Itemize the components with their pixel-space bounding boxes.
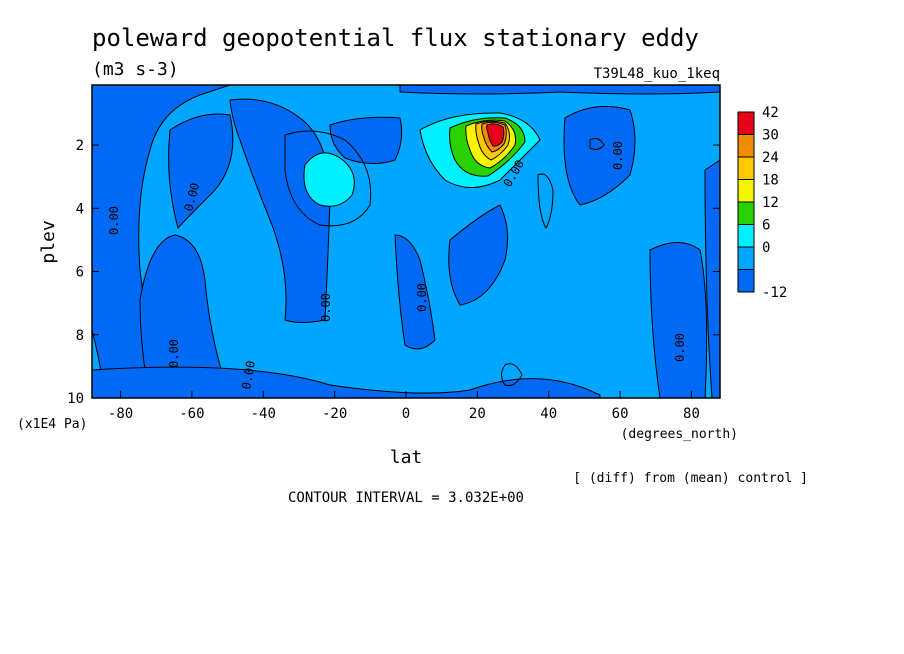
y-tick-label: 2 [76, 138, 84, 154]
contour-label: 0.00 [611, 141, 625, 170]
colorbar-label: 18 [762, 173, 779, 189]
colorbar-label: 12 [762, 195, 779, 211]
pos-region-sh-inner [284, 130, 372, 227]
colorbar-swatch [737, 269, 755, 293]
diff-note: [ (diff) from (mean) control ] [573, 471, 808, 486]
colorbar-swatch [737, 224, 755, 248]
run-label: T39L48_kuo_1keq [594, 66, 720, 82]
neg-region-top-strip [399, 84, 721, 95]
contour-label: 0.00 [319, 293, 333, 322]
colorbar-label: 30 [762, 128, 779, 144]
contour-interval: CONTOUR INTERVAL = 3.032E+00 [288, 490, 524, 506]
contour-label: 0.00 [107, 206, 121, 235]
contour-label: 0.00 [415, 283, 429, 312]
contour-line [537, 173, 554, 230]
contour-line [589, 137, 605, 150]
neg-region-ne [649, 242, 708, 399]
colorbar-label: 24 [762, 150, 779, 166]
x-tick-label: 80 [683, 406, 700, 422]
x-tick-label: -80 [108, 406, 133, 422]
pos-nh-level-42 [486, 123, 505, 147]
neg-region-east [563, 105, 636, 206]
x-tick-label: 20 [469, 406, 486, 422]
colorbar-label: 6 [762, 218, 770, 234]
y-tick-label: 6 [76, 265, 84, 281]
plot-area: 0.00 0.00 0.00 0.00 0.00 0.00 0.00 0.00 … [91, 84, 721, 399]
colorbar-swatch [737, 111, 755, 135]
contour-label: 0.00 [167, 339, 181, 368]
neg-region-bottom [91, 366, 601, 399]
colorbar-swatch [737, 179, 755, 203]
y-axis-label: plev [38, 220, 59, 263]
colorbar-label: 42 [762, 105, 779, 121]
y-axis-unit: (x1E4 Pa) [17, 417, 87, 432]
colorbar-label: -12 [762, 285, 787, 301]
y-tick-label: 4 [76, 201, 84, 217]
x-axis-unit: (degrees_north) [621, 427, 738, 442]
chart-title: poleward geopotential flux stationary ed… [92, 24, 699, 52]
neg-region-nh-mid [448, 204, 509, 306]
x-tick-label: 40 [540, 406, 557, 422]
neg-region-upper-center [329, 116, 403, 164]
y-tick-label: 10 [67, 391, 84, 407]
colorbar-swatch [737, 134, 755, 158]
y-axis-ticks: 2 4 6 8 10 [67, 138, 720, 407]
colorbar-swatch [737, 246, 755, 270]
colorbar-swatch [737, 156, 755, 180]
x-axis-label: lat [390, 447, 423, 468]
contour-label: 0.00 [673, 333, 687, 362]
neg-region-far-east [704, 159, 721, 399]
x-tick-label: 0 [402, 406, 410, 422]
colorbar-label: 0 [762, 240, 770, 256]
colorbar: 42 30 24 18 12 6 0 -12 [737, 105, 787, 301]
y-tick-label: 8 [76, 328, 84, 344]
neg-region-mid [229, 98, 331, 323]
chart-units: (m3 s-3) [92, 59, 179, 80]
x-tick-label: 60 [612, 406, 629, 422]
neg-region-band [168, 113, 234, 230]
pos-region-sh [303, 152, 355, 207]
neg-region-center [394, 234, 436, 350]
x-tick-label: -20 [322, 406, 347, 422]
x-axis-ticks: -80 -60 -40 -20 0 20 40 60 80 [108, 391, 700, 422]
contour-label: 0.00 [239, 360, 258, 391]
colorbar-swatch [737, 201, 755, 225]
contour-line [501, 363, 523, 386]
x-tick-label: -40 [251, 406, 276, 422]
x-tick-label: -60 [179, 406, 204, 422]
